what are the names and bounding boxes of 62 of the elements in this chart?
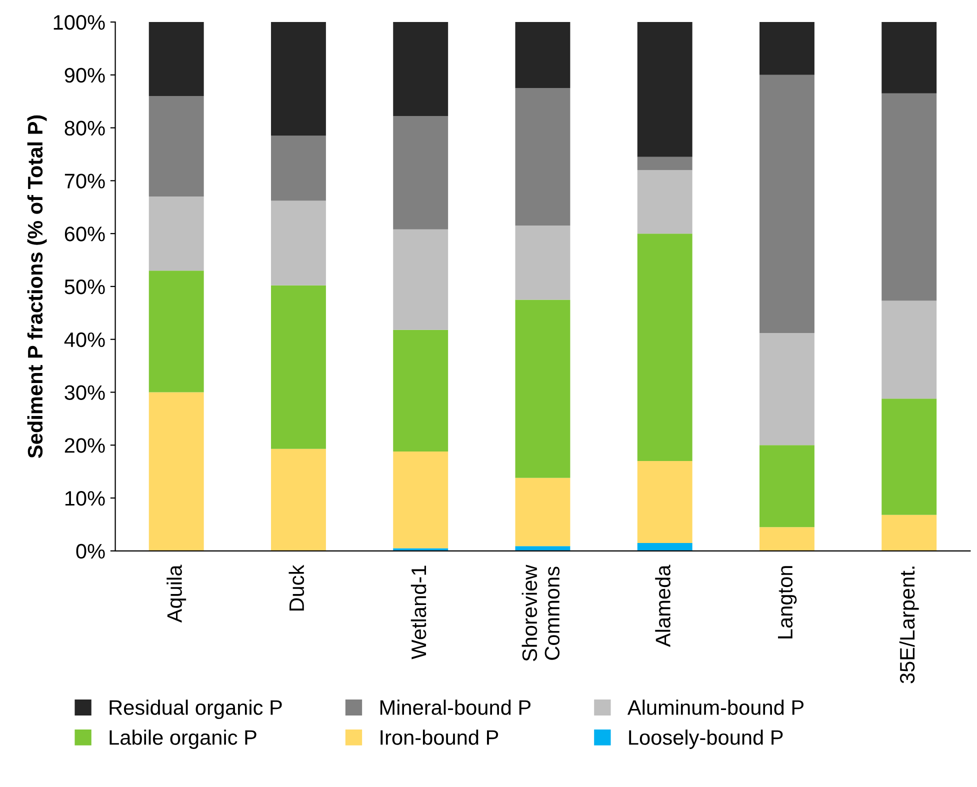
bar	[882, 22, 937, 94]
bar	[148, 96, 204, 197]
bar	[637, 170, 692, 234]
bar	[637, 234, 692, 461]
bar	[515, 226, 570, 300]
y-tick-label: 80%	[64, 120, 105, 136]
bar	[637, 542, 692, 551]
bar	[148, 392, 204, 551]
y-tick-label: 100%	[54, 15, 105, 30]
legend-label: Labile organic P	[110, 730, 256, 749]
bar	[759, 22, 814, 75]
bar	[270, 285, 326, 449]
bar	[393, 451, 448, 548]
bar	[148, 270, 204, 392]
bar	[882, 93, 937, 301]
x-tick-label: Alameda	[655, 564, 670, 647]
y-tick-label: 20%	[64, 438, 105, 453]
bar	[637, 460, 692, 543]
x-tick-label: Duck	[288, 564, 304, 611]
legend-label: Mineral-bound P	[380, 700, 530, 715]
bar	[882, 514, 937, 551]
bar	[882, 398, 937, 515]
bar	[393, 22, 448, 116]
bar	[270, 136, 326, 201]
bar	[759, 445, 814, 528]
bar	[637, 22, 692, 157]
bar	[148, 196, 204, 271]
y-tick-label: 90%	[64, 68, 105, 83]
bar	[515, 478, 570, 546]
bar	[515, 546, 570, 551]
bar	[515, 300, 570, 478]
bar	[882, 300, 937, 399]
bar	[393, 330, 448, 452]
y-tick-label: 40%	[64, 332, 105, 348]
y-tick-label: 60%	[64, 226, 105, 242]
y-tick-label: 0%	[76, 544, 105, 559]
legend-label: Iron-bound P	[380, 730, 498, 745]
y-axis-title: Sediment P fractions (% of Total P)	[27, 115, 47, 458]
x-tick-label: Shoreview Commons	[522, 564, 560, 662]
bar	[148, 22, 204, 96]
bar	[759, 527, 814, 551]
bar	[270, 200, 326, 286]
bar	[393, 116, 448, 230]
legend-label: Aluminum-bound P	[627, 700, 804, 715]
bar	[637, 156, 692, 170]
bar	[270, 22, 326, 136]
legend-label: Loosely-bound P	[629, 730, 783, 749]
x-tick-label: Langton	[778, 566, 797, 638]
x-tick-label: Aquila	[166, 564, 186, 623]
x-tick-label: Wetland-1	[410, 566, 426, 660]
bar	[515, 88, 570, 226]
legend-label: Residual organic P	[110, 700, 282, 720]
bar	[270, 448, 326, 551]
y-tick-label: 70%	[64, 174, 105, 188]
bar	[759, 74, 814, 334]
y-tick-label: 30%	[64, 385, 105, 400]
bar	[515, 22, 570, 88]
y-tick-label: 50%	[64, 279, 105, 294]
bar	[759, 333, 814, 446]
y-tick-label: 10%	[65, 491, 105, 506]
bar	[393, 229, 448, 330]
x-tick-label: 35E/Larpent.	[899, 566, 919, 684]
